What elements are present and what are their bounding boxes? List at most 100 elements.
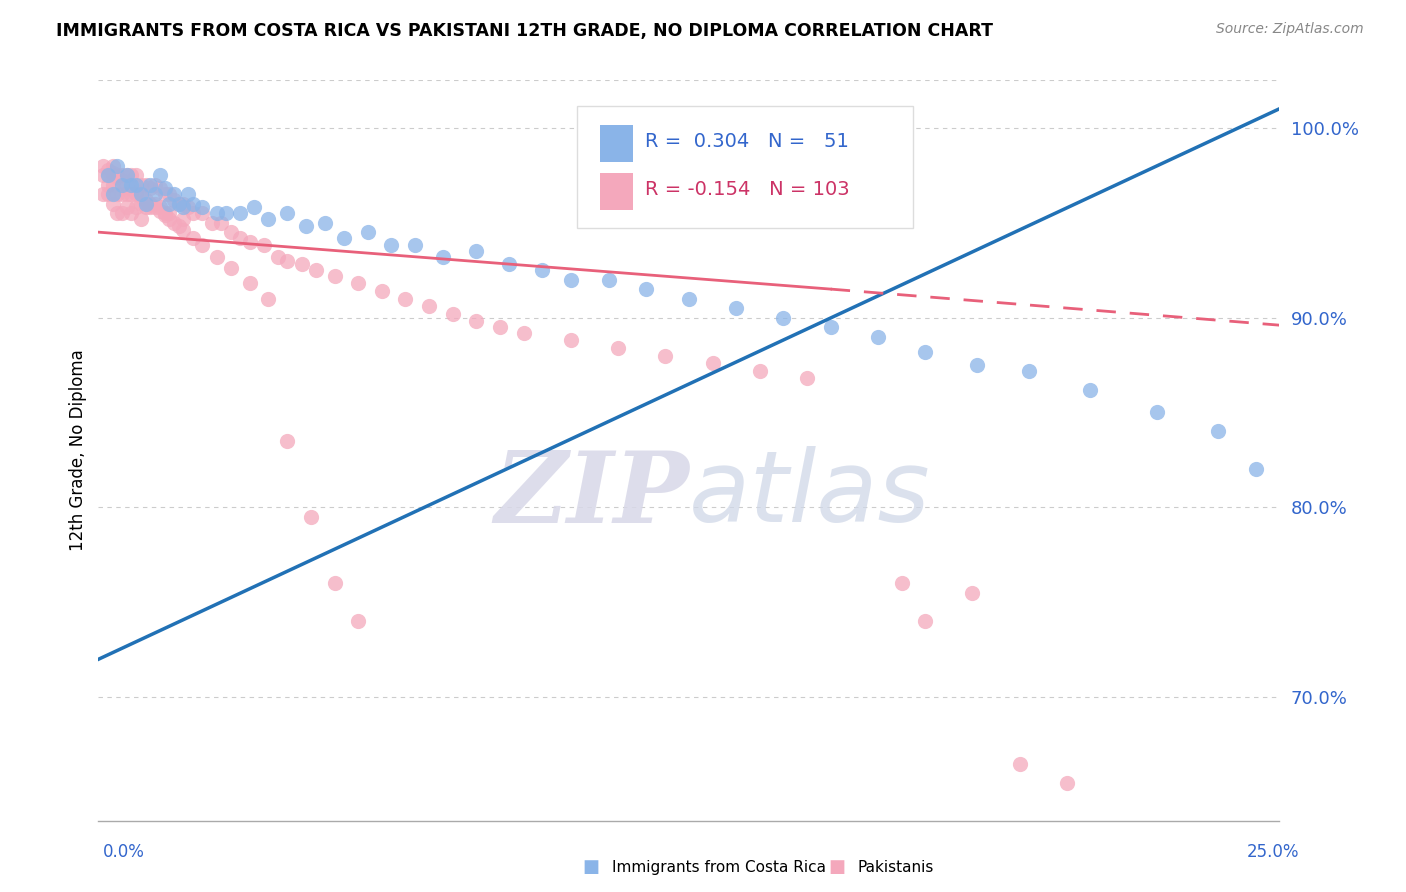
- Point: [121, 181, 143, 195]
- Point: [121, 178, 143, 192]
- Point: [115, 178, 138, 192]
- Point: [172, 223, 194, 237]
- Point: [914, 615, 936, 629]
- Text: R =  0.304   N =   51: R = 0.304 N = 51: [645, 132, 849, 152]
- Point: [105, 170, 128, 185]
- Point: [157, 211, 180, 226]
- Point: [219, 261, 242, 276]
- Point: [101, 178, 124, 192]
- Point: [215, 206, 238, 220]
- Point: [105, 168, 128, 182]
- Point: [560, 334, 582, 348]
- Point: [101, 196, 124, 211]
- Point: [172, 211, 194, 226]
- Point: [290, 257, 312, 271]
- Point: [139, 181, 162, 195]
- Point: [153, 208, 176, 222]
- Point: [115, 187, 138, 202]
- Point: [105, 206, 128, 220]
- Point: [323, 576, 346, 591]
- Point: [772, 310, 794, 325]
- Point: [115, 168, 138, 182]
- Point: [91, 159, 114, 173]
- Point: [191, 206, 214, 220]
- Point: [135, 193, 157, 207]
- Point: [121, 187, 143, 202]
- Text: 0.0%: 0.0%: [103, 843, 145, 861]
- Point: [129, 211, 152, 226]
- Text: ■: ■: [828, 858, 845, 876]
- Point: [314, 216, 336, 230]
- Point: [129, 178, 152, 192]
- Point: [1146, 405, 1168, 419]
- Point: [101, 187, 124, 202]
- Point: [149, 201, 172, 215]
- Point: [914, 344, 936, 359]
- Point: [105, 187, 128, 202]
- Point: [432, 250, 454, 264]
- Point: [121, 168, 143, 182]
- Point: [157, 196, 180, 211]
- Point: [172, 201, 194, 215]
- Point: [465, 244, 488, 259]
- Text: Source: ZipAtlas.com: Source: ZipAtlas.com: [1216, 22, 1364, 37]
- Point: [371, 284, 394, 298]
- Point: [323, 268, 346, 283]
- Point: [121, 206, 143, 220]
- Point: [191, 238, 214, 252]
- Point: [305, 263, 328, 277]
- Point: [209, 216, 232, 230]
- Text: ZIP: ZIP: [494, 447, 689, 543]
- Text: IMMIGRANTS FROM COSTA RICA VS PAKISTANI 12TH GRADE, NO DIPLOMA CORRELATION CHART: IMMIGRANTS FROM COSTA RICA VS PAKISTANI …: [56, 22, 993, 40]
- Point: [295, 219, 318, 234]
- Point: [157, 206, 180, 220]
- Point: [91, 168, 114, 182]
- Point: [167, 196, 190, 211]
- Point: [796, 371, 818, 385]
- Point: [1080, 383, 1102, 397]
- Point: [163, 193, 186, 207]
- Point: [125, 168, 148, 182]
- Point: [205, 250, 228, 264]
- Point: [866, 329, 889, 343]
- Point: [257, 292, 280, 306]
- Point: [531, 263, 554, 277]
- Point: [101, 166, 124, 180]
- Point: [143, 178, 166, 192]
- Point: [125, 201, 148, 215]
- Point: [111, 178, 134, 192]
- Point: [167, 219, 190, 234]
- Point: [143, 201, 166, 215]
- Point: [163, 187, 186, 202]
- Point: [157, 187, 180, 202]
- Point: [97, 162, 120, 177]
- Point: [229, 206, 252, 220]
- Point: [347, 277, 370, 291]
- Point: [820, 320, 842, 334]
- Point: [725, 301, 748, 315]
- Point: [257, 211, 280, 226]
- Point: [149, 168, 172, 182]
- Point: [143, 196, 166, 211]
- Point: [97, 187, 120, 202]
- Point: [229, 231, 252, 245]
- Point: [153, 206, 176, 220]
- Point: [267, 250, 290, 264]
- Point: [276, 253, 298, 268]
- Point: [1018, 364, 1040, 378]
- Point: [219, 225, 242, 239]
- Point: [115, 168, 138, 182]
- Point: [418, 299, 440, 313]
- Point: [702, 356, 724, 370]
- Point: [125, 187, 148, 202]
- Point: [139, 178, 162, 192]
- Point: [181, 206, 204, 220]
- Point: [129, 187, 152, 202]
- Point: [890, 576, 912, 591]
- Point: [129, 189, 152, 203]
- Point: [153, 187, 176, 202]
- Point: [111, 174, 134, 188]
- Point: [205, 206, 228, 220]
- Point: [97, 168, 120, 182]
- Point: [139, 196, 162, 211]
